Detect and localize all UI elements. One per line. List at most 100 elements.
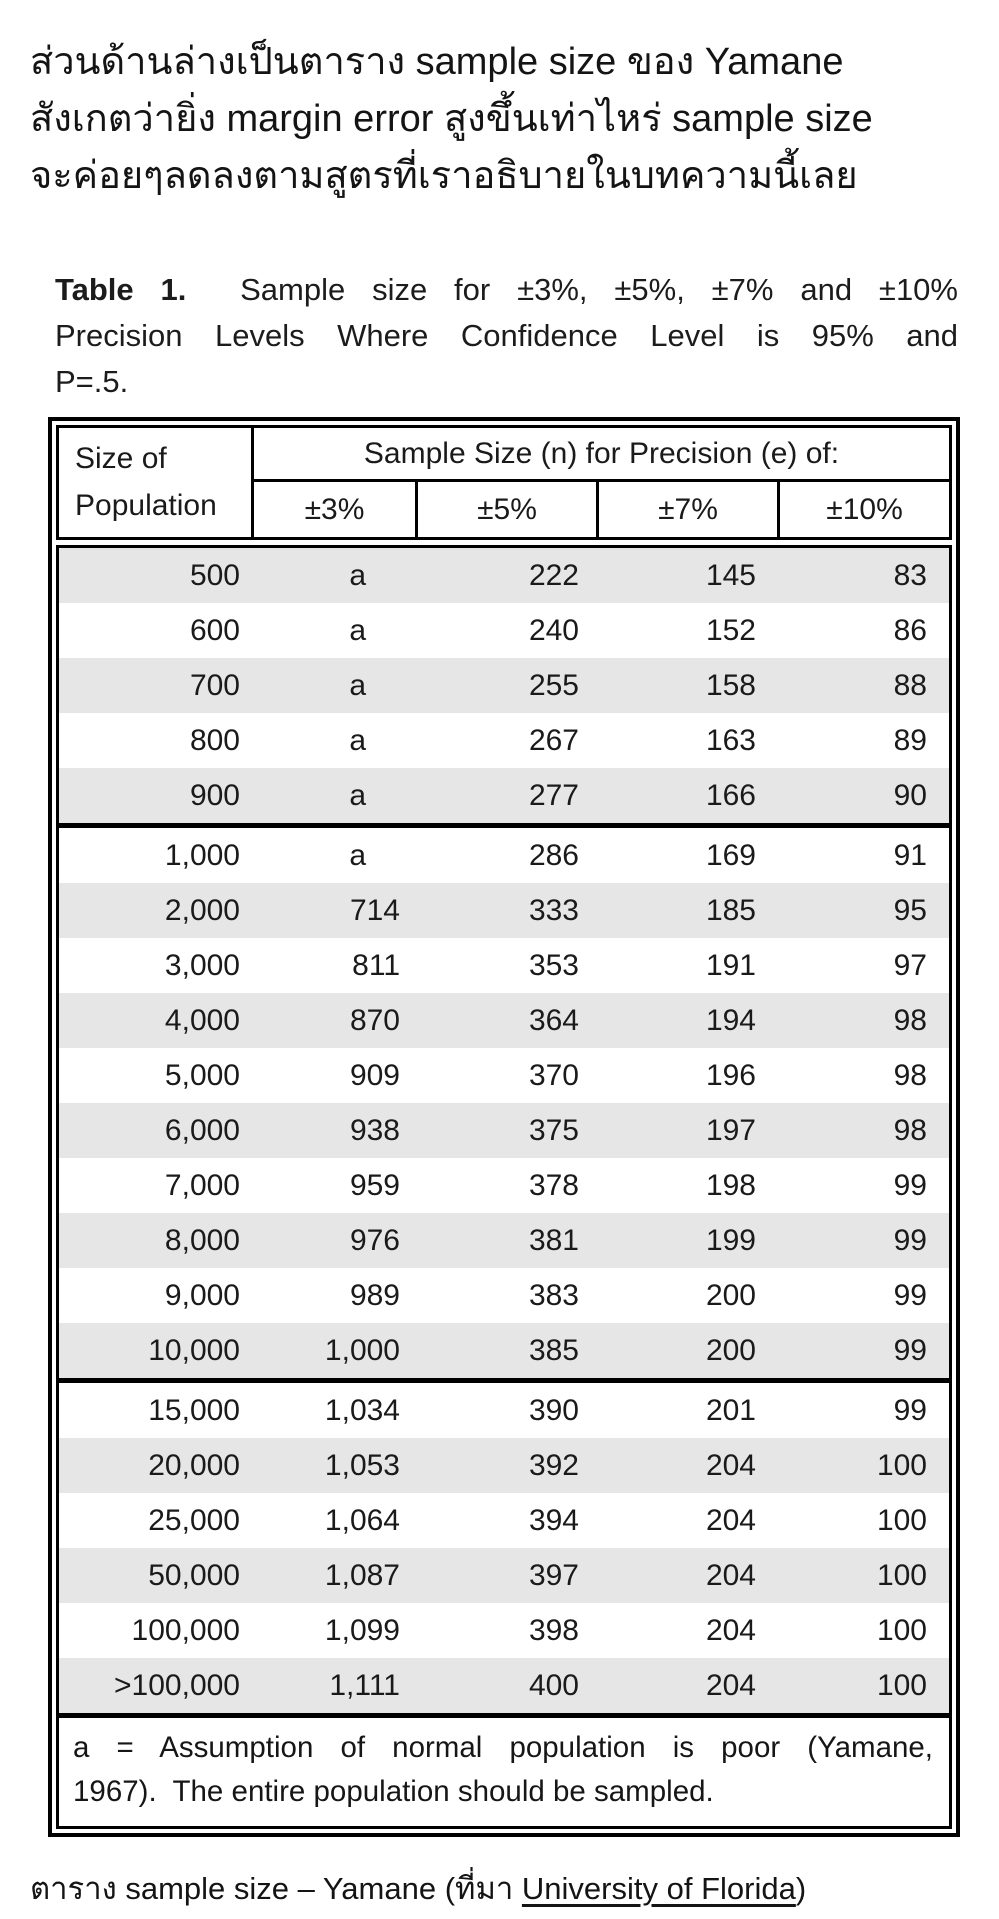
cell-p10: 100 bbox=[876, 1668, 927, 1702]
table-row: 3,000 811 353 191 97 bbox=[59, 938, 949, 993]
cell-population: >100,000 bbox=[114, 1668, 240, 1702]
table-title: Table 1. Sample size for ±3%, ±5%, ±7% a… bbox=[55, 267, 958, 405]
cell-population: 9,000 bbox=[164, 1278, 240, 1312]
header-precision-3pct: ±3% bbox=[254, 482, 418, 537]
cell-p10: 83 bbox=[893, 558, 927, 592]
cell-population: 25,000 bbox=[148, 1503, 240, 1537]
cell-p3: 1,087 bbox=[324, 1558, 400, 1592]
table-row: 700 a 255 158 88 bbox=[59, 658, 949, 713]
intro-paragraph: ส่วนด้านล่างเป็นตาราง sample size ของ Ya… bbox=[30, 34, 975, 205]
cell-p10: 89 bbox=[893, 723, 927, 757]
cell-p7: 158 bbox=[705, 668, 756, 702]
cell-p7: 191 bbox=[705, 948, 756, 982]
cell-population: 600 bbox=[189, 613, 240, 647]
table-row: 2,000 714 333 185 95 bbox=[59, 883, 949, 938]
cell-p5: 394 bbox=[528, 1503, 579, 1537]
cell-p7: 197 bbox=[705, 1113, 756, 1147]
cell-p7: 204 bbox=[705, 1503, 756, 1537]
cell-p5: 255 bbox=[528, 668, 579, 702]
cell-population: 15,000 bbox=[148, 1393, 240, 1427]
cell-p5: 240 bbox=[528, 613, 579, 647]
cell-p5: 353 bbox=[528, 948, 579, 982]
cell-p3: 909 bbox=[349, 1058, 400, 1092]
cell-population: 50,000 bbox=[148, 1558, 240, 1592]
cell-p7: 166 bbox=[705, 778, 756, 812]
cell-population: 500 bbox=[189, 558, 240, 592]
cell-p10: 98 bbox=[893, 1003, 927, 1037]
table-row: 9,000 989 383 200 99 bbox=[59, 1268, 949, 1323]
header-precision-group: Sample Size (n) for Precision (e) of: ±3… bbox=[254, 428, 949, 537]
table-row: 800 a 267 163 89 bbox=[59, 713, 949, 768]
cell-p10: 100 bbox=[876, 1448, 927, 1482]
intro-line: จะค่อยๆลดลงตามสูตรที่เราอธิบายในบทความนี… bbox=[30, 155, 858, 197]
cell-p7: 204 bbox=[705, 1613, 756, 1647]
table-header: Size of Population Sample Size (n) for P… bbox=[56, 425, 952, 540]
cell-p3: 938 bbox=[349, 1113, 400, 1147]
header-precision-7pct: ±7% bbox=[599, 482, 780, 537]
cell-p5: 277 bbox=[528, 778, 579, 812]
table-rows-container: 500 a 222 145 83 600 a 240 152 86 700 a 255 158 88 800 a… bbox=[59, 548, 949, 1713]
cell-p10: 99 bbox=[893, 1393, 927, 1427]
cell-population: 1,000 bbox=[164, 838, 240, 872]
row-group: 1,000 a 286 169 91 2,000 714 333 185 95 3,000 811 35… bbox=[59, 823, 949, 1378]
cell-p7: 200 bbox=[705, 1333, 756, 1367]
cell-p3: 959 bbox=[349, 1168, 400, 1202]
caption-text: ) bbox=[795, 1871, 807, 1906]
cell-p5: 333 bbox=[528, 893, 579, 927]
header-precision-10pct: ±10% bbox=[826, 492, 903, 526]
cell-p10: 97 bbox=[893, 948, 927, 982]
cell-population: 3,000 bbox=[164, 948, 240, 982]
cell-p5: 378 bbox=[528, 1168, 579, 1202]
cell-population: 700 bbox=[189, 668, 240, 702]
table-title-line: P=.5. bbox=[55, 364, 129, 399]
table-title-text: Sample size for ±3%, ±5%, ±7% and ±10% bbox=[186, 272, 958, 307]
cell-p7: 201 bbox=[705, 1393, 756, 1427]
cell-p5: 222 bbox=[528, 558, 579, 592]
cell-p3: 976 bbox=[349, 1223, 400, 1257]
cell-p7: 169 bbox=[705, 838, 756, 872]
cell-p5: 385 bbox=[528, 1333, 579, 1367]
cell-population: 800 bbox=[189, 723, 240, 757]
header-span-label: Sample Size (n) for Precision (e) of: bbox=[254, 428, 949, 482]
table-row: 600 a 240 152 86 bbox=[59, 603, 949, 658]
cell-population: 2,000 bbox=[164, 893, 240, 927]
table-row: 900 a 277 166 90 bbox=[59, 768, 949, 823]
cell-p7: 204 bbox=[705, 1558, 756, 1592]
cell-p5: 400 bbox=[528, 1668, 579, 1702]
cell-population: 10,000 bbox=[148, 1333, 240, 1367]
cell-population: 20,000 bbox=[148, 1448, 240, 1482]
cell-p5: 286 bbox=[528, 838, 579, 872]
cell-p5: 381 bbox=[528, 1223, 579, 1257]
cell-p5: 364 bbox=[528, 1003, 579, 1037]
cell-p3: 1,064 bbox=[324, 1503, 400, 1537]
table-row: 50,000 1,087 397 204 100 bbox=[59, 1548, 949, 1603]
cell-p7: 204 bbox=[705, 1448, 756, 1482]
cell-population: 6,000 bbox=[164, 1113, 240, 1147]
caption-text: ตาราง sample size – Yamane (ที่มา bbox=[30, 1871, 522, 1906]
cell-p5: 370 bbox=[528, 1058, 579, 1092]
table-footnote: a = Assumption of normal population is p… bbox=[59, 1713, 949, 1826]
row-group: 15,000 1,034 390 201 99 20,000 1,053 392 204 100 2… bbox=[59, 1378, 949, 1713]
row-group: 500 a 222 145 83 600 a 240 152 86 700 a 255 158 88 800 a… bbox=[59, 548, 949, 823]
cell-p3: a bbox=[349, 723, 366, 757]
cell-p5: 375 bbox=[528, 1113, 579, 1147]
cell-p3: 714 bbox=[349, 893, 400, 927]
cell-p10: 100 bbox=[876, 1613, 927, 1647]
sample-size-table: Size of Population Sample Size (n) for P… bbox=[48, 417, 960, 1837]
cell-p3: a bbox=[349, 778, 366, 812]
cell-p10: 99 bbox=[893, 1223, 927, 1257]
cell-p10: 99 bbox=[893, 1333, 927, 1367]
cell-p10: 99 bbox=[893, 1278, 927, 1312]
cell-p3: 1,099 bbox=[324, 1613, 400, 1647]
table-row: 20,000 1,053 392 204 100 bbox=[59, 1438, 949, 1493]
table-title-line: Table 1. Sample size for ±3%, ±5%, ±7% a… bbox=[55, 267, 958, 313]
cell-p5: 392 bbox=[528, 1448, 579, 1482]
cell-p7: 185 bbox=[705, 893, 756, 927]
cell-p10: 100 bbox=[876, 1558, 927, 1592]
table-row: 500 a 222 145 83 bbox=[59, 548, 949, 603]
cell-p10: 100 bbox=[876, 1503, 927, 1537]
footnote-line: 1967). The entire population should be s… bbox=[73, 1775, 714, 1808]
source-link[interactable]: University of Florida bbox=[521, 1871, 796, 1906]
header-precision-row: ±3% ±5% ±7% ±10% bbox=[254, 482, 949, 537]
table-title-line: Precision Levels Where Confidence Level … bbox=[55, 318, 958, 353]
